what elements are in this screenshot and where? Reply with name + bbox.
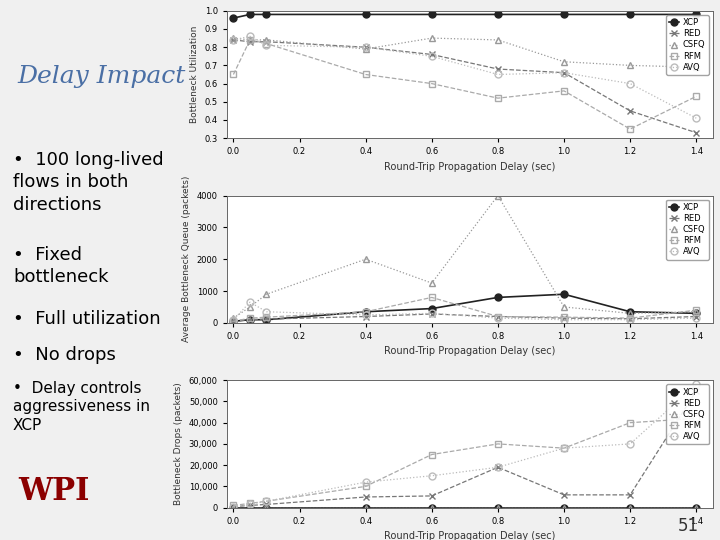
Legend: XCP, RED, CSFQ, RFM, AVQ: XCP, RED, CSFQ, RFM, AVQ [666,384,708,444]
Text: Delay Impact: Delay Impact [17,65,186,88]
Legend: XCP, RED, CSFQ, RFM, AVQ: XCP, RED, CSFQ, RFM, AVQ [666,15,708,75]
Text: WPI: WPI [18,476,90,507]
Text: •  Delay controls
aggressiveness in
XCP: • Delay controls aggressiveness in XCP [13,381,150,433]
Text: •  100 long-lived
flows in both
directions: • 100 long-lived flows in both direction… [13,151,163,214]
Text: 51: 51 [678,517,698,535]
X-axis label: Round-Trip Propagation Delay (sec): Round-Trip Propagation Delay (sec) [384,347,556,356]
X-axis label: Round-Trip Propagation Delay (sec): Round-Trip Propagation Delay (sec) [384,531,556,540]
Legend: XCP, RED, CSFQ, RFM, AVQ: XCP, RED, CSFQ, RFM, AVQ [666,200,708,260]
Y-axis label: Bottleneck Drops (packets): Bottleneck Drops (packets) [174,382,183,505]
Y-axis label: Bottleneck Utilization: Bottleneck Utilization [190,26,199,123]
Y-axis label: Average Bottleneck Queue (packets): Average Bottleneck Queue (packets) [182,176,191,342]
Text: •  No drops: • No drops [13,346,116,363]
Text: •  Fixed
bottleneck: • Fixed bottleneck [13,246,109,286]
Text: •  Full utilization: • Full utilization [13,310,161,328]
X-axis label: Round-Trip Propagation Delay (sec): Round-Trip Propagation Delay (sec) [384,162,556,172]
